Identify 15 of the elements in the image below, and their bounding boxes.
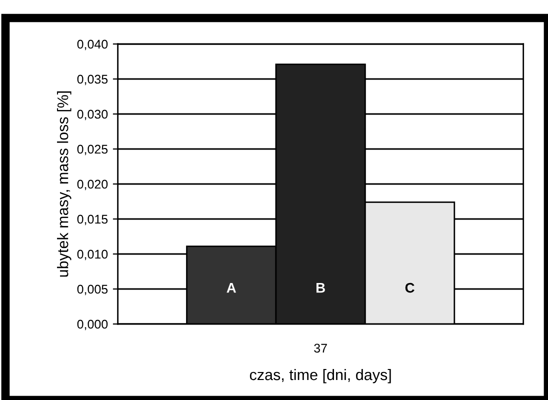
y-tick-label: 0,040: [77, 40, 108, 50]
y-tick-label: 0,015: [77, 214, 108, 226]
series-label: C: [405, 282, 414, 293]
x-tick-label: 37: [314, 344, 327, 353]
y-tick-label: 0,030: [77, 110, 108, 120]
x-axis-title: czas, time [dni, days]: [250, 368, 391, 384]
series-label: B: [316, 283, 325, 293]
y-axis-title: ubytek masy, mass loss [%]: [57, 91, 72, 277]
series-label: A: [226, 283, 236, 293]
y-tick-label: 0,035: [77, 74, 108, 86]
y-tick-label: 0,025: [77, 144, 108, 156]
y-tick-label: 0,005: [77, 284, 108, 296]
y-tick-label: 0,020: [77, 180, 108, 190]
y-tick-label: 0,000: [77, 320, 108, 330]
y-tick-label: 0,010: [77, 250, 108, 260]
